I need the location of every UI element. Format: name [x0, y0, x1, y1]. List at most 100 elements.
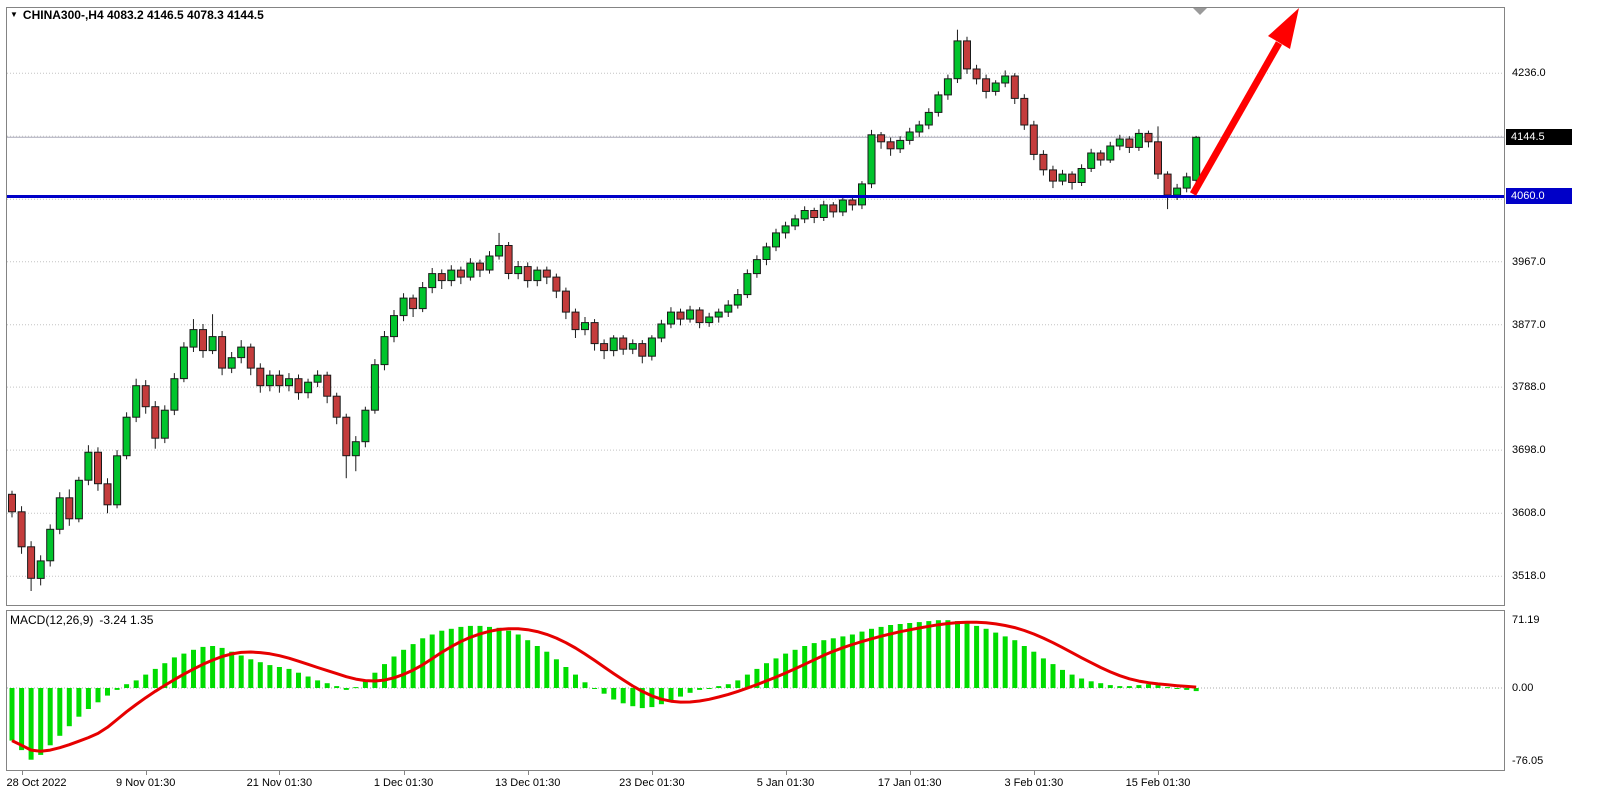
price-axis-label: 3788.0 — [1512, 381, 1546, 394]
candle-body — [447, 269, 456, 282]
candle-body — [1087, 152, 1096, 169]
candle-body — [514, 266, 523, 275]
macd-bar — [1174, 688, 1180, 689]
macd-bar — [76, 688, 82, 717]
candle-body — [1068, 173, 1077, 184]
candle-body — [418, 287, 427, 310]
candle-body — [428, 273, 437, 289]
macd-bar — [611, 688, 617, 700]
candle-body — [351, 441, 360, 457]
macd-bar — [477, 625, 483, 688]
price-axis-label: 3608.0 — [1512, 507, 1546, 520]
macd-bar — [1126, 686, 1132, 688]
macd-bar — [1193, 688, 1199, 692]
candle-body — [476, 262, 484, 271]
candle-body — [1134, 132, 1143, 148]
macd-bar — [429, 634, 435, 688]
candle-body — [65, 497, 74, 520]
candle-body — [1039, 153, 1048, 171]
symbol-timeframe-label: CHINA300-,H4 — [22, 8, 104, 22]
macd-bar — [649, 688, 655, 708]
candle-body — [676, 311, 685, 320]
candle-body — [218, 336, 227, 369]
time-tick — [145, 771, 147, 775]
macd-bar — [849, 634, 855, 688]
price-chart-canvas[interactable] — [7, 8, 1504, 605]
candle-body — [84, 451, 93, 481]
macd-bar — [916, 622, 922, 688]
candle-body — [285, 378, 293, 387]
candle-body — [877, 134, 886, 143]
candle-body — [714, 311, 723, 318]
time-tick — [1158, 771, 1159, 775]
macd-bar — [1031, 651, 1037, 688]
macd-bar — [57, 688, 63, 736]
candle-body — [991, 82, 1000, 92]
macd-indicator-label: MACD(12,26,9) -3.24 1.35 — [10, 613, 153, 627]
candle-body — [848, 199, 857, 206]
collapse-triangle-icon[interactable]: ▼ — [10, 10, 18, 19]
candle-body — [743, 273, 752, 296]
macd-bar — [1165, 687, 1171, 689]
macd-values: -3.24 1.35 — [99, 613, 154, 627]
macd-histogram — [9, 620, 1199, 760]
candle-body — [638, 343, 647, 357]
candle-body — [294, 378, 303, 394]
candle-body — [896, 139, 905, 150]
candle-body — [55, 497, 64, 530]
candle-body — [380, 336, 389, 366]
macd-bar — [735, 680, 741, 688]
candle-body — [1182, 176, 1191, 189]
time-axis-label: 15 Feb 01:30 — [1125, 777, 1191, 789]
candle-body — [523, 266, 532, 282]
candle-body — [313, 374, 322, 383]
candle-body — [27, 546, 36, 579]
macd-bar — [678, 688, 683, 697]
macd-bar — [410, 644, 416, 689]
candle-body — [953, 40, 962, 80]
macd-bar — [639, 688, 645, 709]
candle-body — [581, 322, 589, 331]
macd-canvas[interactable] — [7, 611, 1504, 770]
macd-bar — [601, 688, 607, 694]
macd-pane[interactable] — [6, 610, 1505, 771]
candle-body — [800, 210, 809, 220]
time-axis[interactable]: 28 Oct 2022 9 Nov 01:30 21 Nov 01:30 1 Dec … — [6, 771, 1505, 797]
candle-body — [1154, 141, 1162, 175]
macd-bar — [935, 620, 941, 688]
macd-bar — [983, 628, 989, 688]
macd-bar — [783, 653, 789, 688]
chart-title: ▼ CHINA300-,H4 4083.2 4146.5 4078.3 4144.… — [10, 8, 264, 22]
macd-bar — [343, 688, 349, 690]
macd-bar — [487, 626, 492, 689]
macd-axis-label: 0.00 — [1512, 682, 1534, 695]
candle-body — [829, 204, 838, 213]
price-axis-label: 3877.0 — [1512, 318, 1546, 331]
candle-body — [74, 479, 83, 520]
candle-body — [1077, 168, 1086, 183]
macd-bar — [334, 686, 340, 688]
macd-bar — [28, 688, 34, 760]
candle-body — [1096, 152, 1105, 161]
trend-arrow-annotation[interactable] — [1189, 8, 1299, 196]
price-axis[interactable]: 4144.5 4060.0 4236.0 3967.0 3877.0 3788.0 36… — [1506, 0, 1597, 811]
candle-body — [399, 297, 408, 317]
macd-bar — [563, 667, 569, 688]
candle-body — [810, 210, 819, 218]
candle-body — [647, 337, 656, 357]
candle-body — [17, 511, 26, 548]
price-axis-label: 4236.0 — [1512, 67, 1546, 80]
candle-body — [332, 395, 341, 418]
candle-body — [1192, 136, 1201, 181]
macd-bar — [830, 638, 836, 688]
price-chart-pane[interactable] — [6, 7, 1505, 606]
macd-bar — [391, 656, 397, 688]
time-axis-label: 9 Nov 01:30 — [116, 777, 176, 789]
macd-bar — [821, 640, 827, 688]
macd-bar — [573, 674, 578, 688]
price-axis-label: 3698.0 — [1512, 444, 1546, 457]
candle-body — [1029, 124, 1038, 155]
time-axis-label: 13 Dec 01:30 — [494, 777, 561, 789]
macd-bar — [754, 668, 760, 688]
candle-body — [36, 560, 45, 579]
